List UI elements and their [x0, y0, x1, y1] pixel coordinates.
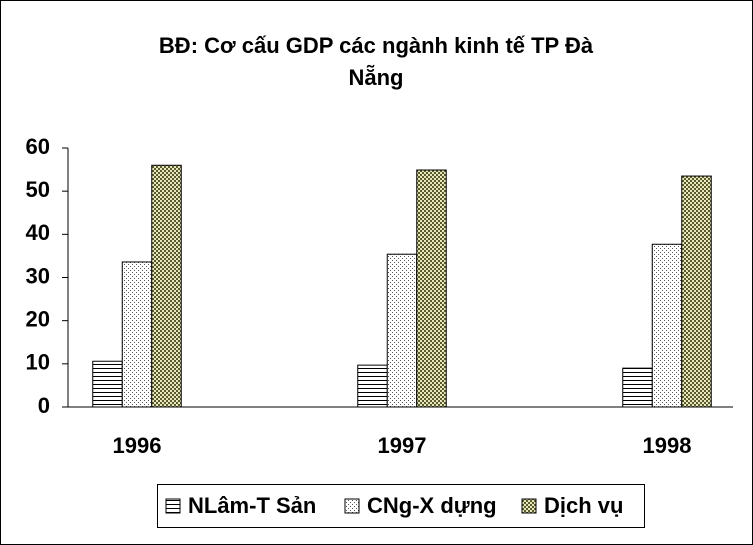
bar — [151, 164, 182, 408]
legend-label: Dịch vụ — [544, 493, 623, 518]
bar — [357, 364, 388, 408]
legend-swatch — [165, 498, 181, 514]
bar — [681, 175, 712, 408]
legend-swatch — [521, 498, 537, 514]
y-tick-label: 30 — [26, 263, 50, 288]
bar — [386, 253, 418, 408]
legend-swatch — [344, 498, 360, 514]
bar — [92, 360, 123, 408]
x-tick-label: 1996 — [113, 433, 162, 458]
bar — [416, 169, 447, 408]
y-tick-label: 50 — [26, 177, 50, 202]
bar — [121, 261, 153, 408]
x-tick-label: 1997 — [378, 433, 427, 458]
y-tick-label: 20 — [26, 306, 50, 331]
y-tick-label: 10 — [26, 350, 50, 375]
y-tick-label: 40 — [26, 220, 50, 245]
chart-title: BĐ: Cơ cấu GDP các ngành kinh tế TP Đà N… — [158, 33, 594, 90]
y-tick-label: 60 — [26, 134, 50, 159]
legend-label: NLâm-T Sản — [188, 493, 316, 518]
legend-box — [157, 484, 645, 528]
bar — [622, 367, 653, 408]
y-tick-label: 0 — [38, 393, 50, 418]
bar — [651, 243, 683, 408]
x-tick-label: 1998 — [643, 433, 692, 458]
legend-label: CNg-X dựng — [367, 493, 497, 518]
